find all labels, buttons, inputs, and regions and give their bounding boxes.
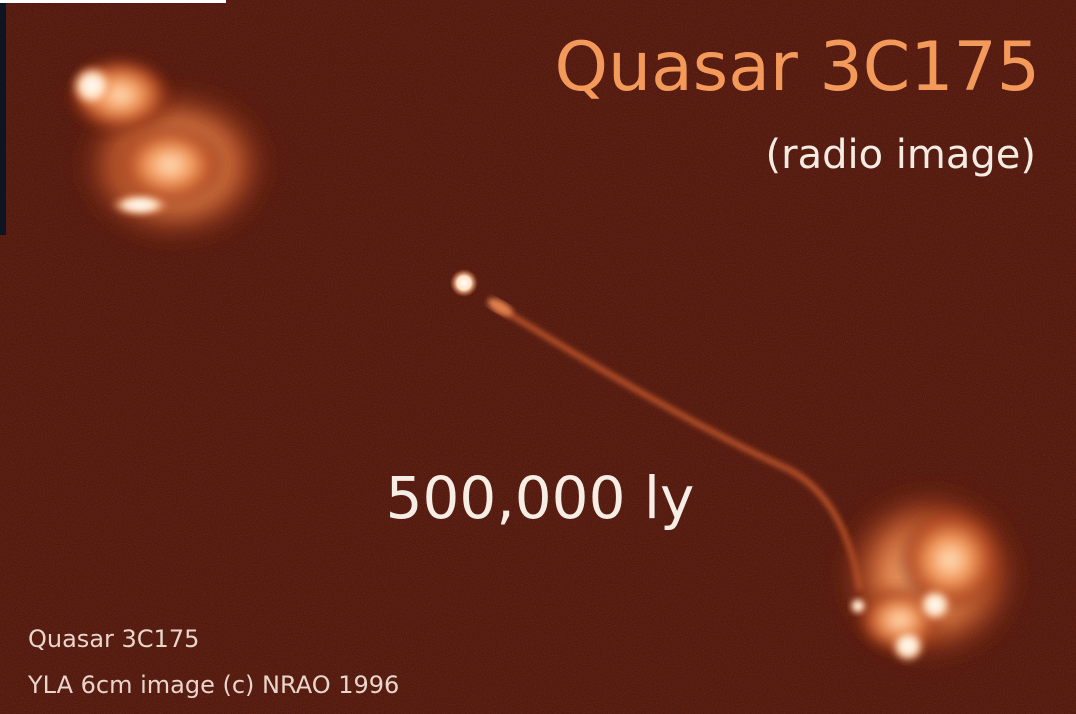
upper-lobe <box>65 55 270 240</box>
title: Quasar 3C175 <box>555 28 1041 107</box>
caption-line: Quasar 3C175 <box>28 625 199 653</box>
caption-line: YLA 6cm image (c) NRAO 1996 <box>27 671 399 699</box>
subtitle: (radio image) <box>766 132 1036 178</box>
scale-label: 500,000 ly <box>386 464 695 532</box>
core <box>450 269 478 297</box>
lower-lobe <box>840 490 1020 664</box>
top-strip <box>0 0 226 3</box>
left-strip <box>0 3 6 235</box>
jet-knot <box>487 298 513 316</box>
jet <box>493 302 863 591</box>
